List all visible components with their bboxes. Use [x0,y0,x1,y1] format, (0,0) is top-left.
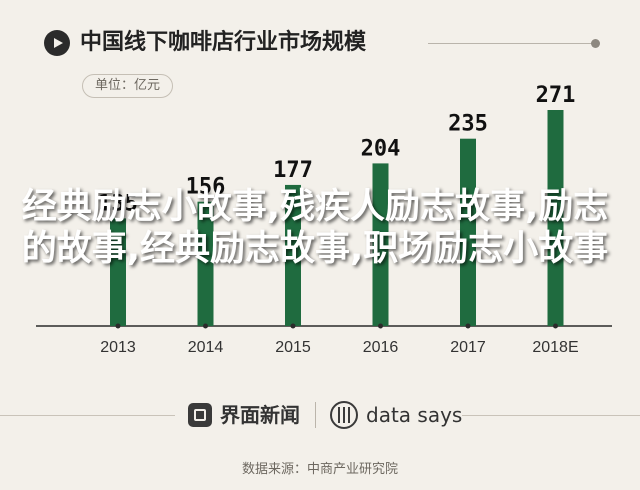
x-tick-label-2013: 2013 [100,339,136,356]
data-source: 数据来源：中商产业研究院 [241,462,398,477]
x-tick-label-2016: 2016 [363,339,399,356]
data-label-2013: 135 [98,191,138,216]
chart-title-row: 中国线下咖啡店行业市场规模 [44,28,604,60]
tick-dot-2015 [290,323,296,329]
x-tick-label-2018E: 2018E [532,339,578,356]
data-label-2018E: 271 [536,83,576,108]
brand-datasays: data says [366,403,463,427]
data-label-2014: 156 [186,175,226,200]
footer-divider-left [0,415,175,416]
bar-2014 [197,201,214,326]
x-tick-label-2014: 2014 [188,339,224,356]
tick-dot-2013 [115,323,121,329]
brand-divider [315,402,316,428]
tick-dot-2017 [465,323,471,329]
data-label-2015: 177 [273,158,313,183]
overlay-caption: 经典励志小故事,残疾人励志故事,励志的故事,经典励志故事,职场励志小故事 [21,187,609,269]
data-label-2017: 235 [448,112,488,137]
chart-title: 中国线下咖啡店行业市场规模 [80,30,367,55]
x-tick-label-2017: 2017 [450,339,486,356]
tick-dot-2014 [203,323,208,329]
title-dot [591,39,600,48]
bar-2017 [460,138,476,326]
brand-jiemian: 界面新闻 [220,403,300,427]
datasays-logo-icon [330,401,358,429]
unit-label: 单位：亿元 [82,74,174,98]
x-tick-label-2015: 2015 [275,339,311,356]
bar-chart: 135 2013 156 2014 177 2015 204 2016 235 2017 271 20… [36,83,612,356]
bar-2013 [110,218,126,326]
bar-2015 [285,184,301,326]
tick-dot-2016 [378,323,383,329]
jiemian-logo-icon [188,403,212,427]
play-icon [44,30,70,56]
title-divider [428,43,594,44]
data-label-2016: 204 [361,136,401,161]
bar-2018E [547,110,564,326]
footer-divider-right [462,415,640,416]
bar-2016 [372,163,389,326]
tick-dot-2018E [553,323,558,329]
